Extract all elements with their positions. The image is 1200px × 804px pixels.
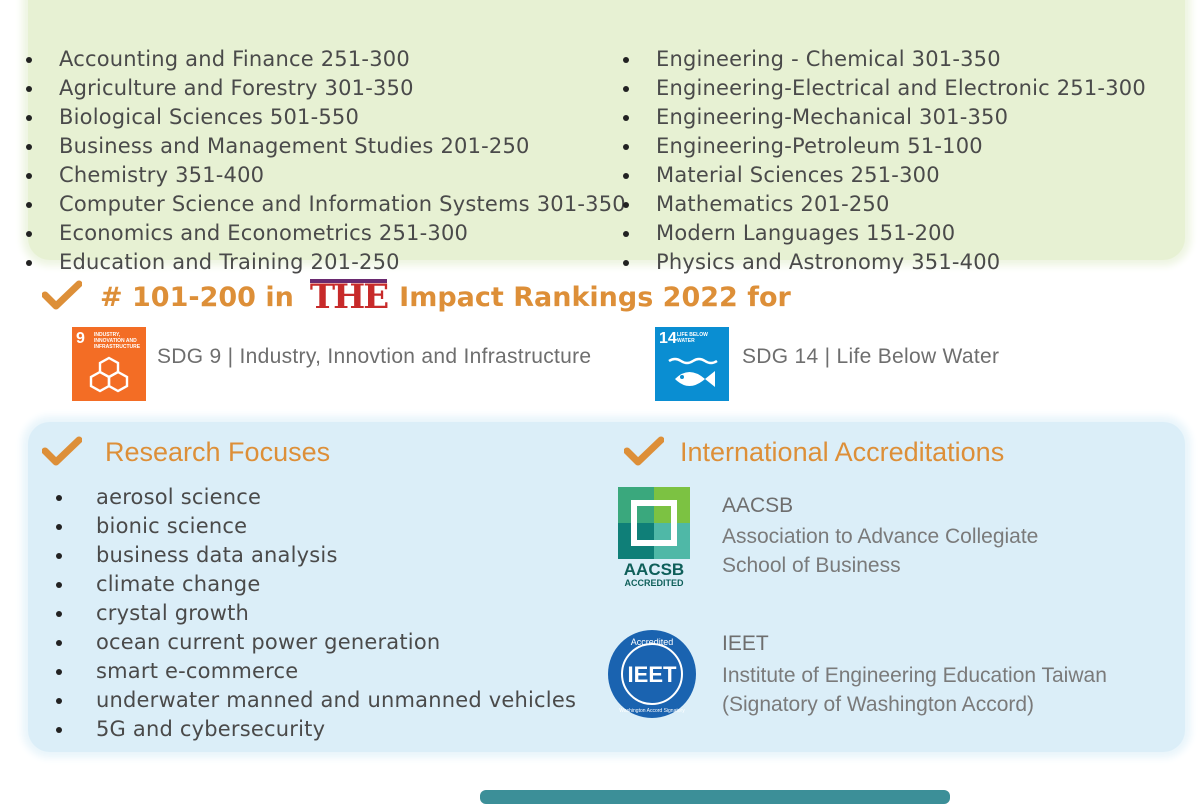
aacsb-description: Association to Advance Collegiate School… [722, 525, 1039, 577]
fish-icon [668, 357, 718, 387]
subject-list-left: Accounting and Finance 251-300 Agricultu… [26, 45, 626, 277]
bullet-icon [56, 669, 62, 675]
list-item: Material Sciences 251-300 [623, 161, 1146, 190]
industry-cubes-icon [89, 356, 129, 393]
list-item: Biological Sciences 501-550 [26, 103, 626, 132]
bullet-icon [26, 115, 32, 121]
accreditations-heading: International Accreditations [680, 437, 1005, 467]
sdg-9-label: SDG 9 | Industry, Innovtion and Infrastr… [157, 345, 592, 368]
list-item: business data analysis [56, 541, 576, 570]
list-item: Modern Languages 151-200 [623, 219, 1146, 248]
list-item: underwater manned and unmanned vehicles [56, 686, 576, 715]
list-item: aerosol science [56, 483, 576, 512]
subject-list-right: Engineering - Chemical 301-350 Engineeri… [623, 45, 1146, 277]
list-item: Mathematics 201-250 [623, 190, 1146, 219]
bullet-icon [26, 86, 32, 92]
bullet-icon [26, 57, 32, 63]
checkmark-icon [42, 280, 82, 310]
bullet-icon [56, 640, 62, 646]
bullet-icon [26, 173, 32, 179]
ieet-logo: IEET Accredited Washington Accord Signat… [608, 630, 696, 718]
bullet-icon [56, 698, 62, 704]
bullet-icon [26, 231, 32, 237]
ieet-logo-ring-bottom: Washington Accord Signatory [619, 708, 685, 714]
bullet-icon [623, 173, 629, 179]
list-item: Engineering-Petroleum 51-100 [623, 132, 1146, 161]
checkmark-icon [42, 436, 82, 466]
bullet-icon [623, 86, 629, 92]
list-item: smart e-commerce [56, 657, 576, 686]
list-item: Business and Management Studies 201-250 [26, 132, 626, 161]
bullet-icon [56, 727, 62, 733]
ieet-description: Institute of Engineering Education Taiwa… [722, 664, 1107, 716]
aacsb-logo: AACSB ACCREDITED [618, 487, 690, 588]
list-item: 5G and cybersecurity [56, 715, 576, 744]
list-item: climate change [56, 570, 576, 599]
sdg-9-tile: 9 INDUSTRY, INNOVATION AND INFRASTRUCTUR… [72, 327, 146, 401]
bullet-icon [623, 115, 629, 121]
aacsb-name: AACSB [722, 494, 794, 517]
impact-title: Impact Rankings 2022 for [399, 281, 791, 313]
list-item: Engineering-Electrical and Electronic 25… [623, 74, 1146, 103]
list-item: crystal growth [56, 599, 576, 628]
aacsb-logo-text: AACSB [624, 560, 684, 579]
bullet-icon [26, 144, 32, 150]
ieet-logo-text: IEET [628, 662, 677, 687]
bullet-icon [623, 231, 629, 237]
subject-rankings-panel [28, 0, 1185, 260]
list-item: Engineering-Mechanical 301-350 [623, 103, 1146, 132]
bullet-icon [56, 495, 62, 501]
list-item: ocean current power generation [56, 628, 576, 657]
list-item: Chemistry 351-400 [26, 161, 626, 190]
research-focuses-heading: Research Focuses [105, 437, 331, 467]
list-item: Computer Science and Information Systems… [26, 190, 626, 219]
ieet-name: IEET [722, 632, 769, 655]
aacsb-logo-subtext: ACCREDITED [624, 578, 684, 588]
bullet-icon [56, 582, 62, 588]
bullet-icon [623, 202, 629, 208]
bullet-icon [623, 144, 629, 150]
bullet-icon [56, 611, 62, 617]
list-item: Education and Training 201-250 [26, 248, 626, 277]
list-item: Agriculture and Forestry 301-350 [26, 74, 626, 103]
bullet-icon [623, 260, 629, 266]
list-item: Accounting and Finance 251-300 [26, 45, 626, 74]
sdg-14-tile: 14 LIFE BELOW WATER [655, 327, 729, 401]
list-item: Physics and Astronomy 351-400 [623, 248, 1146, 277]
next-section-banner [480, 790, 950, 804]
bullet-icon [26, 202, 32, 208]
list-item: Engineering - Chemical 301-350 [623, 45, 1146, 74]
bullet-icon [623, 57, 629, 63]
impact-rank: # 101-200 in [100, 281, 294, 313]
checkmark-icon [624, 436, 664, 466]
list-item: Economics and Econometrics 251-300 [26, 219, 626, 248]
list-item: bionic science [56, 512, 576, 541]
research-focus-list: aerosol science bionic science business … [56, 483, 576, 744]
research-accreditation-panel [28, 422, 1185, 752]
bullet-icon [26, 260, 32, 266]
the-logo: THE [309, 277, 389, 317]
sdg-14-label: SDG 14 | Life Below Water [742, 345, 1000, 368]
bullet-icon [56, 524, 62, 530]
impact-rankings-heading: # 101-200 in THE Impact Rankings 2022 fo… [100, 277, 791, 317]
ieet-logo-ring-top: Accredited [631, 637, 674, 647]
bullet-icon [56, 553, 62, 559]
